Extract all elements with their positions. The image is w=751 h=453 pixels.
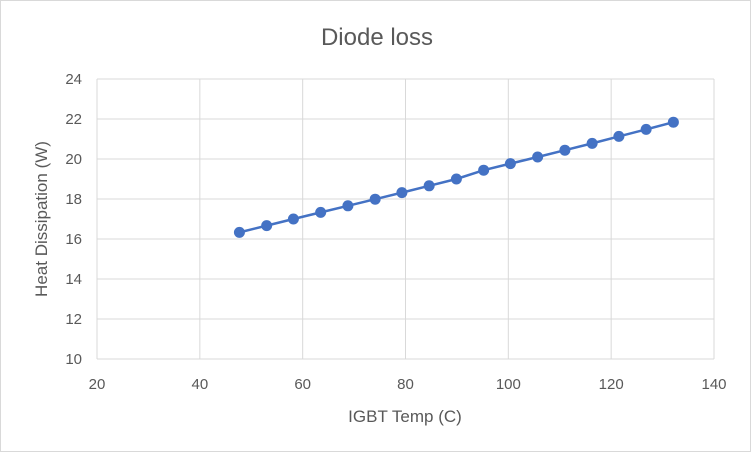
data-point <box>532 151 544 163</box>
data-point <box>586 137 598 149</box>
y-tick-label: 20 <box>65 151 82 168</box>
data-point <box>478 164 490 176</box>
data-point <box>315 206 327 218</box>
data-point <box>287 213 299 225</box>
x-tick-label: 80 <box>397 376 414 393</box>
x-tick-label: 20 <box>89 376 106 393</box>
y-tick-label: 16 <box>65 231 82 248</box>
x-tick-label: 60 <box>294 376 311 393</box>
data-point <box>667 116 679 128</box>
y-tick-label: 22 <box>65 111 82 128</box>
data-point <box>233 226 245 238</box>
chart-title: Diode loss <box>321 24 433 51</box>
y-tick-label: 24 <box>65 71 82 88</box>
x-axis-label: IGBT Temp (C) <box>348 407 462 426</box>
data-point <box>504 158 516 170</box>
y-axis-ticks: 10 12 14 16 18 20 22 24 <box>65 71 82 368</box>
gridlines <box>96 78 715 360</box>
y-axis-label: Heat Dissipation (W) <box>32 141 51 297</box>
x-tick-label: 100 <box>496 376 521 393</box>
x-axis-ticks: 20 40 60 80 100 120 140 <box>89 376 727 393</box>
data-point <box>396 187 408 199</box>
x-tick-label: 40 <box>191 376 208 393</box>
y-tick-label: 12 <box>65 311 82 328</box>
data-point <box>261 220 273 232</box>
data-point <box>342 200 354 212</box>
data-point <box>450 173 462 185</box>
data-point <box>559 144 571 156</box>
data-point <box>640 123 652 135</box>
data-point <box>423 180 435 192</box>
data-point <box>369 193 381 205</box>
y-tick-label: 14 <box>65 271 82 288</box>
data-series <box>233 116 679 238</box>
y-tick-label: 18 <box>65 191 82 208</box>
x-tick-label: 140 <box>701 376 726 393</box>
x-tick-label: 120 <box>599 376 624 393</box>
data-point <box>613 130 625 142</box>
y-tick-label: 10 <box>65 351 82 368</box>
